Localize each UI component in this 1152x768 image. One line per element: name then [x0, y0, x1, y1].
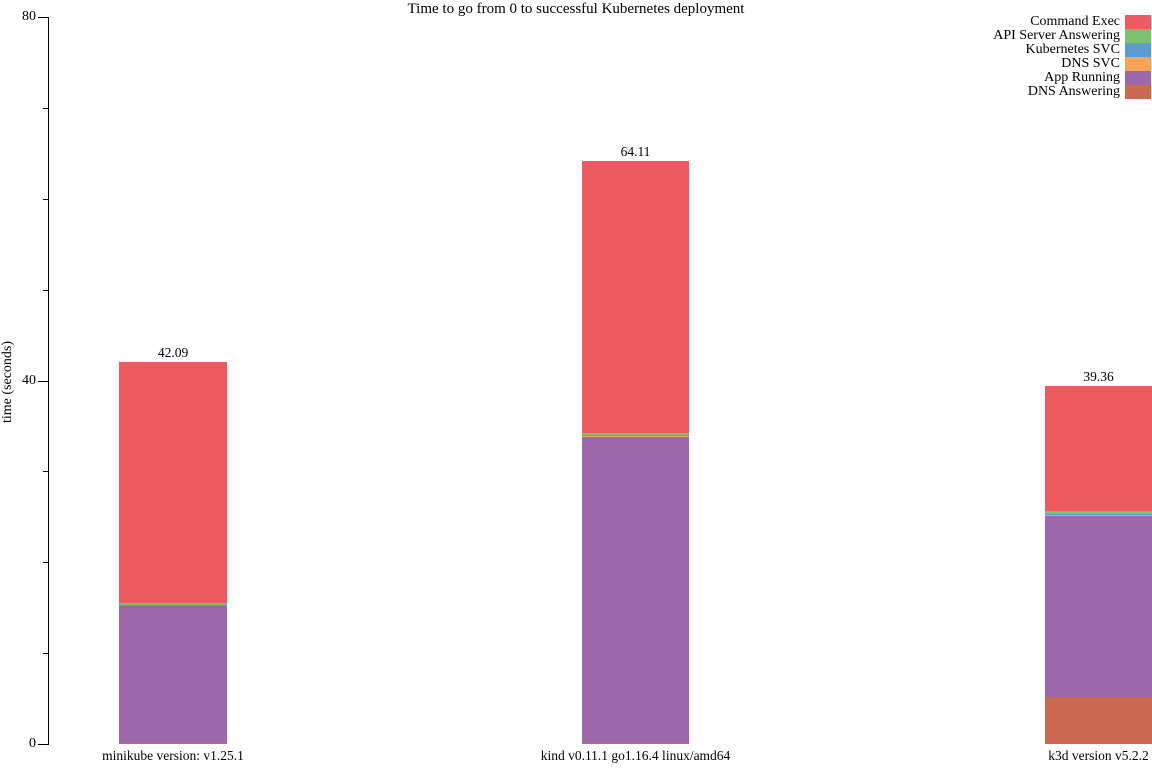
y-tick-minor [43, 198, 48, 200]
legend-swatch [1125, 85, 1151, 99]
y-axis [48, 17, 49, 745]
legend-swatch [1125, 15, 1151, 29]
y-tick-major [38, 744, 48, 745]
chart-title: Time to go from 0 to successful Kubernet… [407, 1, 745, 17]
y-tick-minor [43, 562, 48, 564]
y-tick-minor [43, 471, 48, 473]
y-tick-label: 80 [22, 9, 36, 24]
y-tick-minor [43, 107, 48, 109]
bar-segment-dns-answering [582, 742, 689, 744]
bar-segment-command-exec [582, 161, 689, 434]
legend-swatch [1125, 43, 1151, 57]
legend-swatch [1125, 71, 1151, 85]
bar-total-label: 64.11 [620, 144, 651, 160]
legend-label: DNS SVC [1061, 56, 1120, 71]
legend-label: App Running [1044, 70, 1120, 85]
bar-total-label: 39.36 [1083, 369, 1114, 385]
y-tick-major [38, 380, 48, 382]
y-tick-label: 40 [22, 372, 36, 388]
legend-swatch [1125, 29, 1151, 43]
legend-row: DNS Answering [993, 85, 1151, 99]
bar-segment-command-exec [1045, 386, 1152, 511]
legend: Command Exec API Server Answering Kubernet… [993, 15, 1151, 99]
bar-segment-api-server-answering [119, 603, 227, 605]
legend-swatch [1125, 57, 1151, 71]
legend-row: API Server Answering [993, 29, 1151, 43]
legend-label: DNS Answering [1027, 84, 1120, 99]
legend-row: App Running [993, 71, 1151, 85]
y-tick-minor [43, 289, 48, 291]
bar-segment-api-server-answering [1045, 510, 1152, 514]
bar-total-label: 42.09 [157, 344, 189, 360]
bar-segment-app-running [1045, 514, 1152, 697]
legend-label: Command Exec [1030, 14, 1120, 29]
bar-segment-app-running [582, 436, 689, 743]
bar-segment-dns-answering [119, 742, 227, 744]
legend-row: DNS SVC [993, 57, 1151, 71]
bar-segment-command-exec [119, 361, 227, 604]
bar-segment-app-running [119, 605, 227, 743]
legend-label: API Server Answering [993, 28, 1120, 43]
legend-label: Kubernetes SVC [1025, 42, 1121, 57]
y-tick-minor [43, 653, 48, 655]
bar-segment-kubernetes-svc [1045, 513, 1152, 515]
x-axis-category-label: minikube version: v1.25.1 [102, 748, 244, 763]
y-tick-major [38, 17, 48, 18]
x-axis-category-label: kind v0.11.1 go1.16.4 linux/amd64 [540, 748, 731, 763]
legend-row: Command Exec [993, 15, 1151, 29]
y-tick-label: 0 [29, 736, 36, 751]
bar-segment-dns-answering [1045, 696, 1152, 744]
legend-row: Kubernetes SVC [993, 43, 1151, 57]
x-axis-category-label: k3d version v5.2.2 [1048, 748, 1149, 763]
bar-segment-api-server-answering [582, 433, 689, 436]
